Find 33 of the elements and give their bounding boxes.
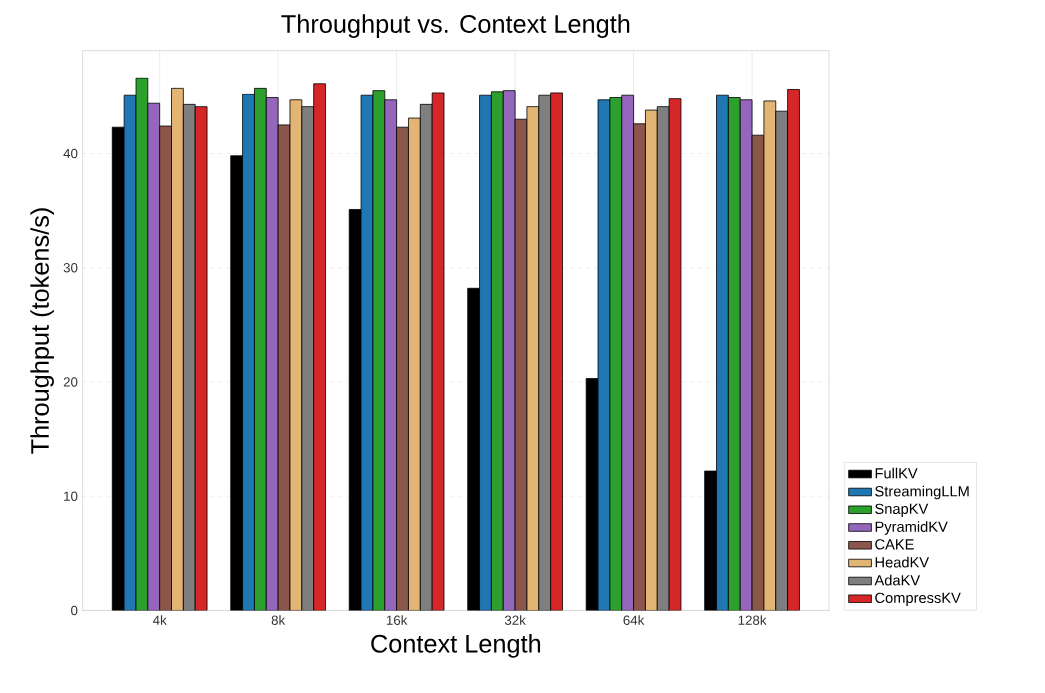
y-tick-label: 40: [63, 148, 78, 159]
x-tick-label: 4k: [152, 615, 167, 625]
legend-label: SnapKV: [875, 503, 929, 517]
legend-label: CompressKV: [875, 592, 961, 606]
y-tick-label: 30: [63, 262, 78, 273]
legend-label: PyramidKV: [875, 521, 948, 535]
x-tick-label: 64k: [623, 615, 645, 625]
x-tick-label: 32k: [504, 615, 526, 625]
bar: [633, 123, 646, 611]
bar: [301, 106, 315, 611]
legend-label: CAKE: [875, 539, 914, 550]
y-tick-label: 20: [63, 377, 78, 387]
x-tick-label: 16k: [386, 615, 408, 625]
bar: [159, 125, 172, 611]
y-tick-label: 0: [71, 605, 78, 616]
bar: [396, 126, 409, 611]
bar: [182, 103, 196, 611]
bar: [645, 109, 658, 611]
bar: [408, 117, 421, 611]
x-tick-label: 128k: [738, 615, 767, 625]
bar: [538, 94, 552, 611]
legend-label: FullKV: [875, 467, 918, 479]
bar: [775, 110, 789, 611]
legend-label: StreamingLLM: [875, 485, 969, 500]
chart-title: Throughput vs. Context Length: [281, 14, 630, 38]
bar: [171, 87, 184, 611]
x-tick-label: 8k: [271, 615, 286, 625]
x-axis-title: Context Length: [371, 634, 541, 658]
y-tick-label: 10: [64, 491, 78, 501]
legend-label: HeadKV: [875, 556, 930, 568]
bar: [419, 103, 433, 611]
legend-label: AdaKV: [874, 574, 921, 586]
y-axis-title: Throughput (tokens/s): [30, 208, 54, 454]
